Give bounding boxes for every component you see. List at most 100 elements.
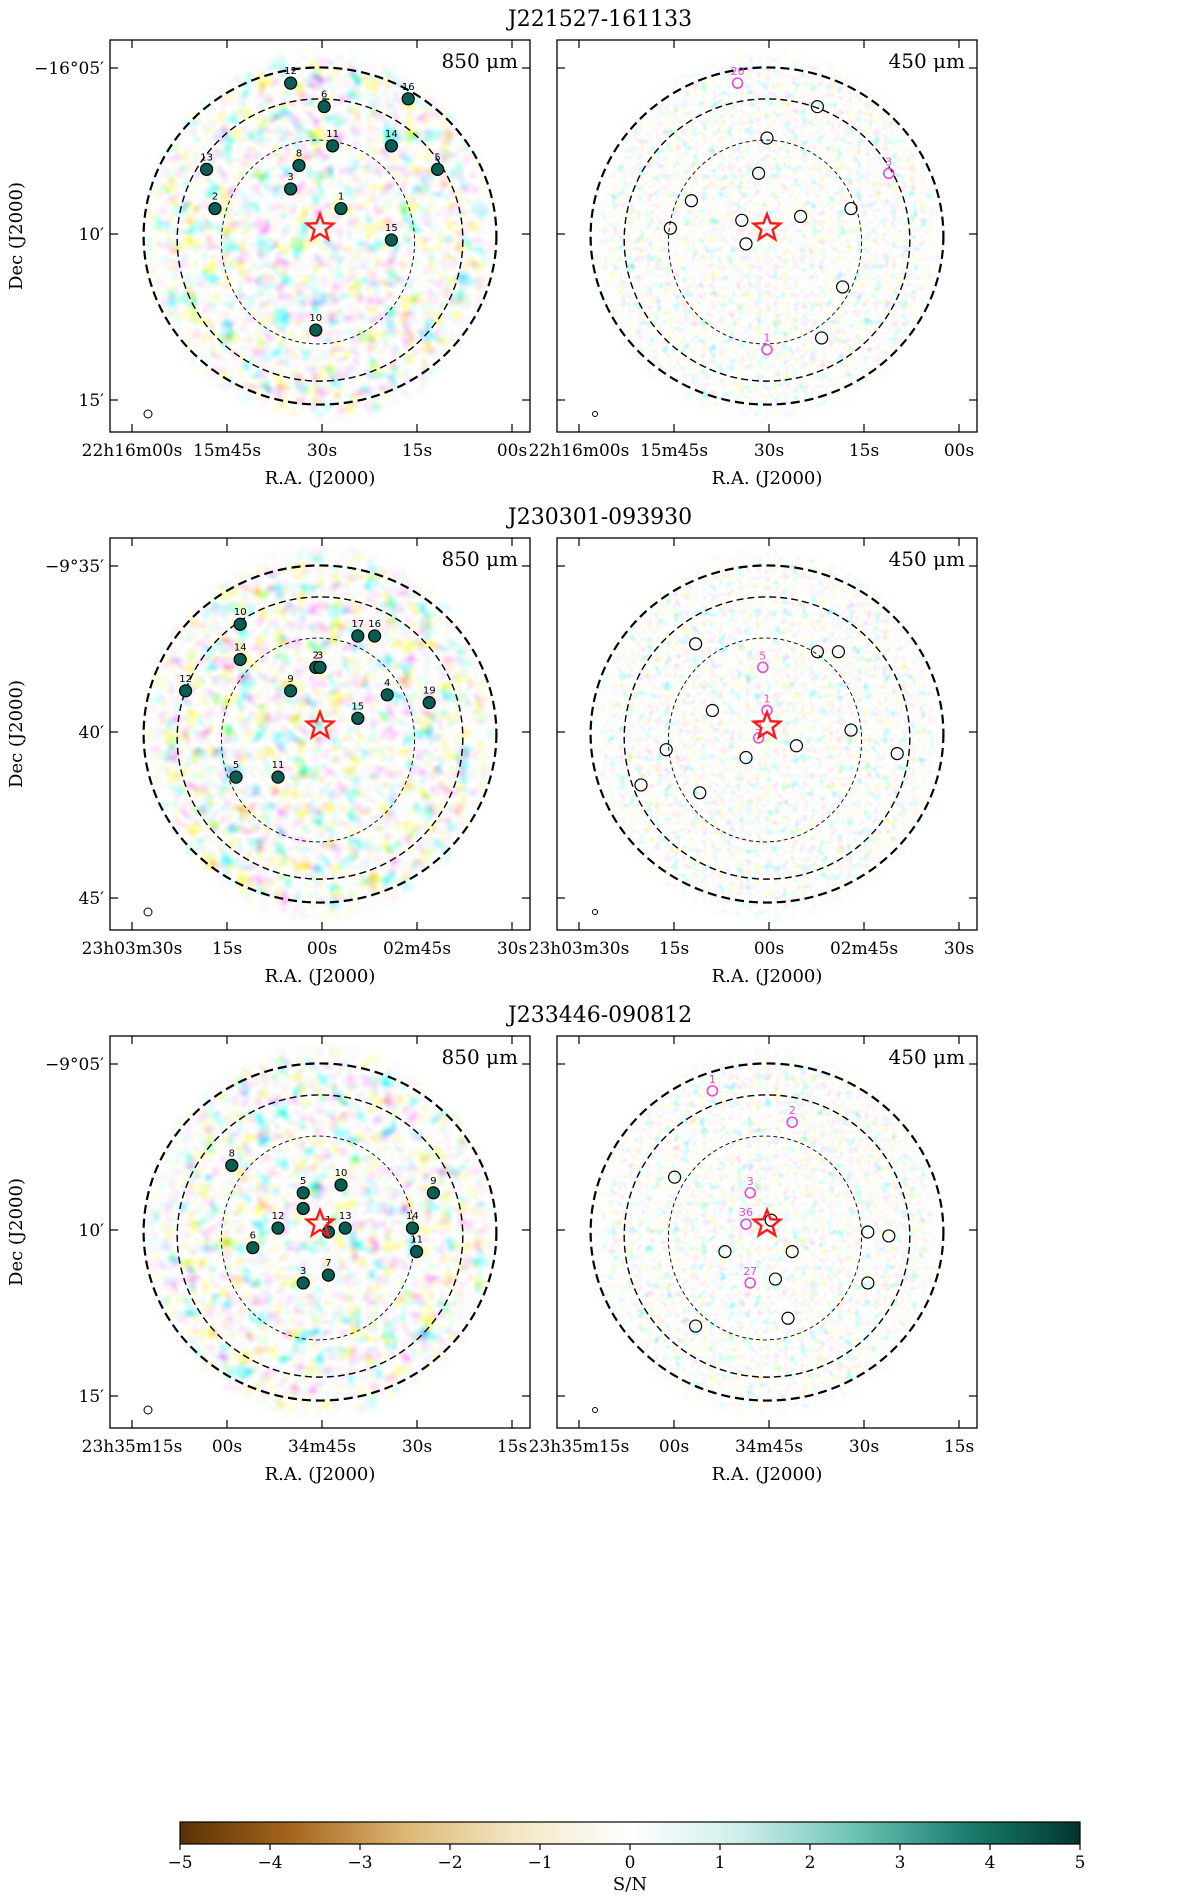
source-label: 2 bbox=[313, 650, 319, 661]
contour-inner bbox=[220, 1135, 416, 1341]
source-marker bbox=[368, 629, 382, 643]
source-marker bbox=[200, 162, 214, 176]
source-marker bbox=[735, 213, 749, 227]
target-star bbox=[750, 1206, 784, 1239]
source-marker bbox=[810, 100, 825, 114]
source-marker bbox=[431, 162, 445, 176]
magenta-source-marker bbox=[761, 704, 773, 717]
colorbar-gradient bbox=[179, 1821, 1081, 1845]
panel-frame bbox=[109, 39, 531, 433]
source-label: 14 bbox=[385, 129, 398, 140]
panel-850: 23 4 5 9 10 11 12 14 15 16 17 19 850 μm 23h03m30s 15s 0… bbox=[6, 537, 531, 987]
source-label: 15 bbox=[385, 223, 398, 234]
ra-tick-label: 00s bbox=[944, 441, 974, 461]
colorbar-tick-label: −5 bbox=[167, 1853, 192, 1873]
source-label: 3 bbox=[317, 650, 323, 661]
ra-tick-label: 34m45s bbox=[735, 1437, 803, 1457]
contour-inner bbox=[220, 139, 416, 345]
target-star bbox=[303, 210, 337, 243]
source-marker bbox=[208, 201, 222, 216]
source-marker bbox=[781, 1311, 795, 1325]
source-marker bbox=[768, 1272, 783, 1286]
panel-frame bbox=[556, 1035, 978, 1429]
ra-tick-label: 22h16m00s bbox=[529, 441, 630, 461]
contour-middle bbox=[176, 1094, 464, 1378]
source-label: 19 bbox=[423, 686, 436, 697]
source-label: 7 bbox=[325, 1258, 331, 1269]
source-marker bbox=[309, 323, 323, 337]
panel-450: 20 1 3 450 μm 22h16m00s 15m45s 30s 15s 00s R.A. (… bbox=[529, 39, 978, 489]
source-marker bbox=[296, 1186, 310, 1200]
source-marker bbox=[693, 786, 707, 800]
source-label: 11 bbox=[410, 1235, 423, 1246]
panel-frame bbox=[556, 537, 978, 931]
source-label: 2 bbox=[212, 192, 218, 203]
source-label: 14 bbox=[234, 643, 247, 654]
source-marker bbox=[229, 770, 243, 784]
colorbar-tick-label: 1 bbox=[715, 1853, 726, 1873]
beam-size bbox=[143, 907, 153, 917]
ra-tick-label: 23h35m15s bbox=[82, 1437, 183, 1457]
target-star bbox=[750, 708, 784, 741]
y-axis-label: Dec (J2000) bbox=[6, 182, 27, 290]
source-marker bbox=[659, 743, 673, 757]
band-label: 450 μm bbox=[889, 49, 966, 73]
source-marker bbox=[233, 617, 247, 631]
source-label: 9 bbox=[287, 674, 293, 685]
field-j233446-090812: J233446-090812134567891011121314850 μm23… bbox=[6, 1003, 978, 1485]
source-label: 10 bbox=[309, 313, 322, 324]
source-marker bbox=[890, 746, 904, 761]
x-axis-label: R.A. (J2000) bbox=[712, 468, 823, 489]
source-label: 12 bbox=[179, 674, 192, 685]
panel-frame bbox=[109, 1035, 531, 1429]
ra-tick-label: 22h16m00s bbox=[82, 441, 183, 461]
ra-tick-label: 15s bbox=[849, 441, 879, 461]
ra-tick-label: 30s bbox=[307, 441, 337, 461]
source-marker bbox=[326, 139, 340, 153]
snr-map bbox=[140, 1040, 500, 1424]
contour-outer bbox=[142, 66, 498, 406]
magenta-source-label: 1 bbox=[764, 332, 771, 345]
magenta-source-marker bbox=[744, 1277, 757, 1289]
source-marker bbox=[225, 1158, 239, 1172]
ra-tick-label: 00s bbox=[307, 939, 337, 959]
source-label: 5 bbox=[300, 1176, 306, 1187]
source-marker bbox=[634, 778, 648, 792]
source-label: 17 bbox=[351, 619, 364, 630]
ra-tick-label: 00s bbox=[659, 1437, 689, 1457]
magenta-source-label: 20 bbox=[731, 65, 745, 78]
source-label: 13 bbox=[339, 1211, 352, 1222]
source-label: 3 bbox=[287, 172, 293, 183]
source-marker bbox=[384, 139, 398, 153]
source-marker bbox=[313, 660, 327, 674]
magenta-source-label: 1 bbox=[764, 692, 771, 705]
band-label: 850 μm bbox=[442, 1045, 519, 1069]
contour-middle bbox=[176, 596, 464, 880]
magenta-source-marker bbox=[752, 732, 765, 744]
magenta-source-label: 1 bbox=[709, 1073, 716, 1086]
magenta-source-label: 2 bbox=[789, 1104, 796, 1117]
band-label: 450 μm bbox=[889, 547, 966, 571]
magenta-source-marker bbox=[731, 77, 744, 89]
dec-tick-label: 10′ bbox=[79, 225, 105, 245]
ra-tick-label: 34m45s bbox=[288, 1437, 356, 1457]
source-label: 16 bbox=[368, 619, 381, 630]
source-label: 1 bbox=[338, 192, 344, 203]
colorbar-tick-label: −4 bbox=[257, 1853, 282, 1873]
colorbar-tick-label: 2 bbox=[805, 1853, 816, 1873]
magenta-source-label: 27 bbox=[743, 1265, 757, 1278]
source-marker bbox=[284, 684, 298, 698]
contour-outer bbox=[589, 1062, 945, 1402]
source-label: 16 bbox=[402, 82, 415, 93]
x-axis-label: R.A. (J2000) bbox=[265, 966, 376, 987]
contour-inner bbox=[667, 637, 863, 843]
magenta-source-marker bbox=[706, 1085, 719, 1097]
ra-tick-label: 00s bbox=[754, 939, 784, 959]
ra-tick-label: 30s bbox=[849, 1437, 879, 1457]
y-axis-label: Dec (J2000) bbox=[6, 680, 27, 788]
source-marker bbox=[338, 1221, 352, 1235]
source-marker bbox=[785, 1244, 799, 1259]
